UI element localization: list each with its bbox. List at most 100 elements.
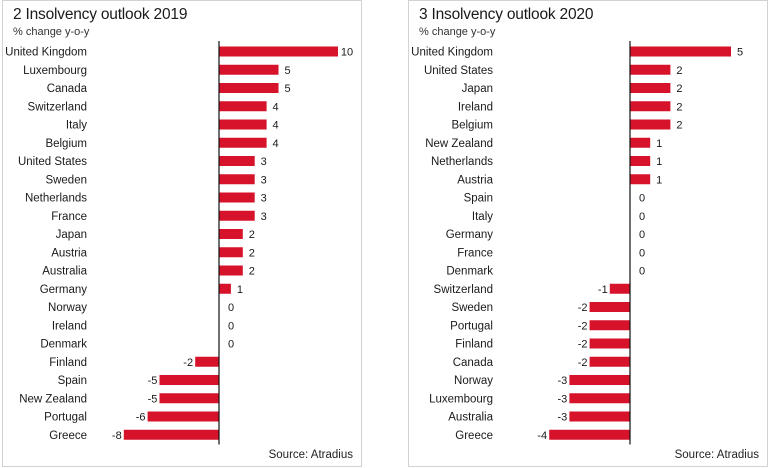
value-label: 5: [284, 83, 290, 95]
chart-title: 3 Insolvency outlook 2020: [419, 6, 594, 23]
category-label: Norway: [48, 302, 87, 314]
bar: [630, 101, 671, 112]
category-label: Luxembourg: [429, 393, 493, 405]
bar-chart-2020: United Kingdom 5 United States 2 Japan 2 Irela…: [411, 41, 743, 445]
value-label: 5: [284, 65, 290, 77]
category-label: Belgium: [451, 120, 493, 132]
category-label: France: [457, 247, 493, 259]
bar: [609, 283, 630, 294]
bar: [219, 83, 279, 93]
bar: [630, 83, 671, 93]
bar: [219, 229, 243, 239]
category-label: Luxembourg: [23, 65, 87, 77]
value-label: 0: [639, 193, 645, 205]
category-label: Denmark: [446, 266, 493, 278]
value-label: -4: [537, 430, 547, 442]
category-label: Switzerland: [434, 284, 493, 296]
value-label: 1: [656, 138, 662, 150]
value-label: 4: [273, 138, 279, 150]
value-label: -3: [558, 375, 568, 387]
category-label: Sweden: [451, 302, 493, 314]
bar: [569, 393, 630, 404]
bar: [569, 411, 630, 422]
category-label: Australia: [42, 266, 87, 278]
chart-subtitle: % change y-o-y: [13, 26, 90, 38]
value-label: 2: [249, 266, 255, 278]
value-label: 2: [676, 83, 682, 95]
bar: [219, 210, 255, 221]
value-label: -8: [112, 430, 122, 442]
category-label: France: [51, 211, 87, 223]
bar: [219, 192, 255, 203]
category-label: Portugal: [44, 412, 87, 424]
value-label: 0: [228, 320, 234, 332]
value-label: 5: [737, 47, 743, 59]
bar: [219, 156, 255, 166]
chart-source: Source: Atradius: [674, 449, 759, 461]
bar: [147, 411, 219, 422]
category-label: New Zealand: [425, 138, 493, 150]
value-label: 3: [261, 156, 267, 168]
value-label: 2: [676, 120, 682, 132]
category-label: Spain: [58, 375, 87, 387]
value-label: 1: [656, 174, 662, 186]
category-label: Germany: [40, 284, 88, 296]
category-label: Italy: [472, 211, 493, 223]
value-label: 2: [249, 229, 255, 241]
bar: [549, 429, 630, 440]
bar: [123, 429, 219, 440]
value-label: 4: [273, 120, 279, 132]
bar: [195, 356, 219, 367]
value-label: 3: [261, 193, 267, 205]
category-label: Japan: [462, 83, 493, 95]
category-label: Italy: [66, 120, 87, 132]
value-label: -2: [578, 302, 588, 314]
chart-title: 2 Insolvency outlook 2019: [13, 6, 188, 23]
value-label: -2: [578, 339, 588, 351]
value-label: 4: [273, 101, 279, 113]
value-label: -2: [578, 320, 588, 332]
bar: [219, 283, 231, 294]
bar: [630, 174, 651, 185]
category-label: United States: [18, 156, 87, 168]
category-label: Belgium: [45, 138, 87, 150]
value-label: 0: [639, 266, 645, 278]
chart-source: Source: Atradius: [268, 449, 353, 461]
category-label: United Kingdom: [5, 47, 87, 59]
category-label: Spain: [464, 193, 493, 205]
value-label: -1: [598, 284, 608, 296]
value-label: 0: [639, 229, 645, 241]
category-label: Austria: [51, 247, 87, 259]
category-label: Greece: [49, 430, 87, 442]
bar: [589, 320, 630, 331]
category-label: Denmark: [40, 339, 87, 351]
bar: [569, 375, 630, 385]
value-label: -3: [558, 412, 568, 424]
value-label: -2: [578, 357, 588, 369]
category-label: Norway: [454, 375, 493, 387]
value-label: 2: [249, 247, 255, 259]
value-label: 0: [639, 211, 645, 223]
category-label: Switzerland: [28, 101, 87, 113]
category-label: Canada: [453, 357, 494, 369]
category-label: Australia: [448, 412, 493, 424]
bar: [159, 393, 219, 404]
chart-subtitle: % change y-o-y: [419, 26, 496, 38]
category-label: Finland: [455, 339, 493, 351]
value-label: -5: [148, 375, 158, 387]
value-label: 2: [676, 101, 682, 113]
value-label: 1: [656, 156, 662, 168]
bar: [630, 64, 671, 75]
value-label: 0: [228, 339, 234, 351]
value-label: -6: [136, 412, 146, 424]
chart-panel-2019: 2 Insolvency outlook 2019 % change y-o-y…: [2, 0, 362, 467]
bar: [219, 247, 243, 258]
chart-panel-2020: 3 Insolvency outlook 2020 % change y-o-y…: [408, 0, 768, 467]
bar: [219, 174, 255, 185]
value-label: 2: [676, 65, 682, 77]
category-label: Netherlands: [25, 193, 87, 205]
bar: [630, 137, 651, 148]
category-label: New Zealand: [19, 393, 87, 405]
bar: [219, 265, 243, 276]
bar: [630, 46, 731, 57]
